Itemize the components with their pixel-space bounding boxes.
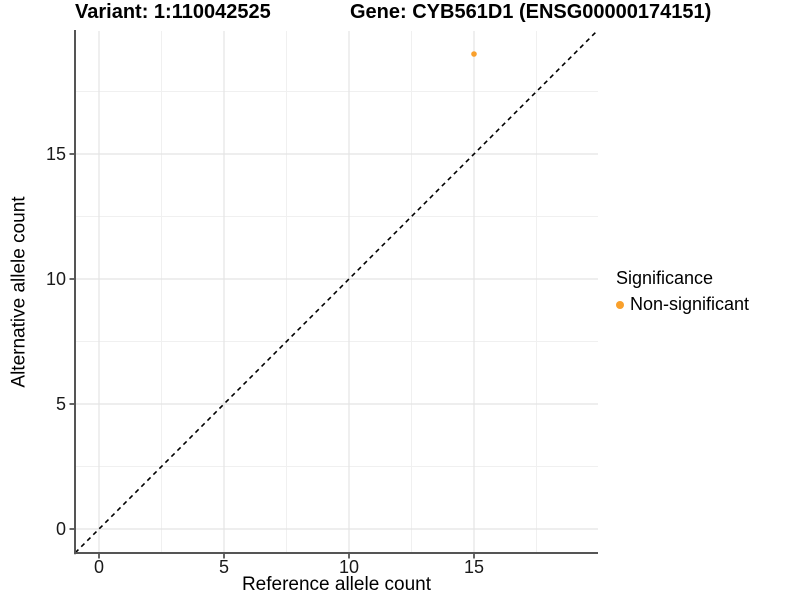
x-axis-title: Reference allele count: [241, 574, 432, 595]
x-tick-label: 0: [94, 557, 104, 577]
y-tick-label: 15: [46, 144, 66, 164]
legend-item-label: Non-significant: [630, 294, 750, 314]
plot-title-gene: Gene: CYB561D1 (ENSG00000174151): [350, 1, 712, 23]
y-tick-label: 10: [46, 269, 66, 289]
x-tick-label: 10: [339, 557, 359, 577]
legend-title: Significance: [616, 268, 714, 288]
data-point: [471, 51, 477, 57]
legend: Significance Non-significant: [616, 268, 749, 315]
x-tick-label: 5: [219, 557, 229, 577]
identity-line: [74, 29, 599, 554]
y-tick-label: 5: [56, 394, 66, 414]
y-axis-title: Alternative allele count: [8, 196, 30, 388]
plot-title-variant: Variant: 1:110042525: [75, 1, 271, 23]
x-tick-label: 15: [464, 557, 484, 577]
legend-item: Non-significant: [616, 294, 749, 315]
legend-point-icon: [616, 300, 624, 309]
y-tick-label: 0: [56, 519, 66, 539]
